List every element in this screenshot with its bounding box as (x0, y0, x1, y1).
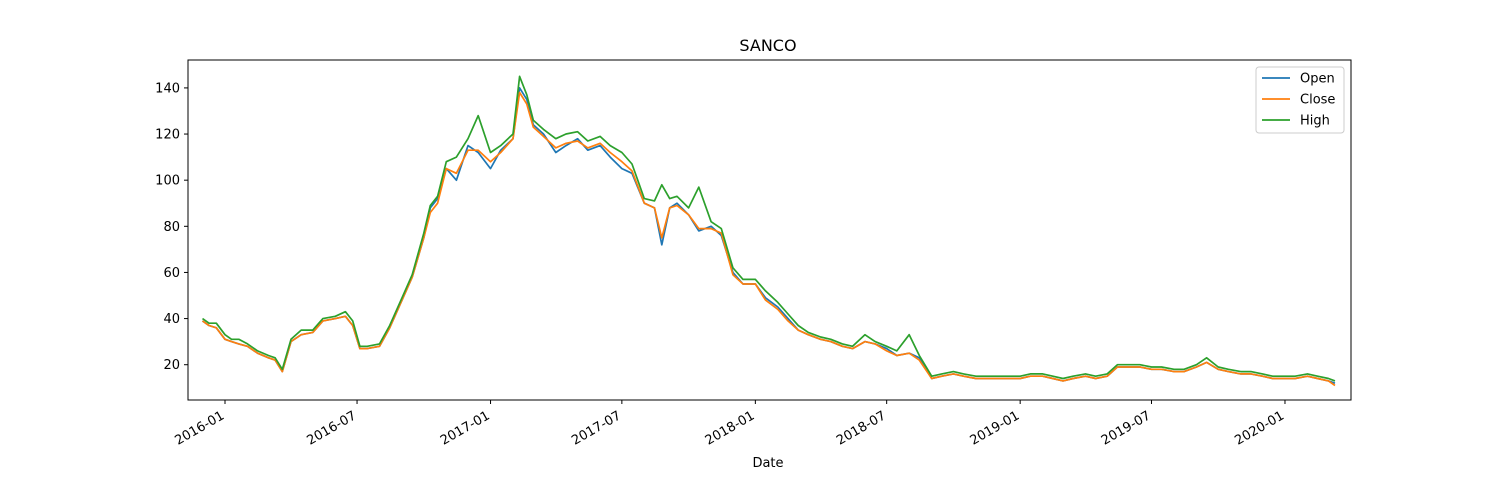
plot-area-frame (187, 59, 1352, 401)
legend-label-close: Close (1300, 93, 1335, 108)
y-tick-label: 20 (163, 358, 180, 373)
y-tick-label: 40 (163, 312, 180, 327)
x-tick-label: 2018-07 (834, 408, 889, 448)
x-tick-label: 2016-07 (304, 408, 359, 448)
y-axis: 20 40 60 80 100 120 140 (155, 81, 188, 373)
y-tick-label: 100 (155, 174, 180, 189)
x-tick-label: 2016-01 (172, 408, 227, 448)
legend-label-open: Open (1300, 72, 1335, 87)
x-tick-label: 2019-07 (1099, 408, 1154, 448)
x-axis: 2016-01 2016-07 2017-01 2017-07 2018-01 2018-… (172, 400, 1287, 449)
chart-title: SANCO (739, 36, 796, 55)
x-tick-label: 2019-01 (968, 408, 1023, 448)
legend-box (1255, 66, 1345, 134)
x-tick-label: 2020-01 (1232, 408, 1287, 448)
y-tick-label: 140 (155, 81, 180, 96)
series-line-open (202, 87, 1336, 385)
y-tick-label: 80 (163, 220, 180, 235)
series-line-high (202, 75, 1336, 382)
x-tick-label: 2017-01 (438, 408, 493, 448)
x-tick-label: 2017-07 (569, 408, 624, 448)
y-tick-label: 60 (163, 266, 180, 281)
series-line-close (202, 91, 1336, 387)
legend: Open Close High (1255, 66, 1345, 134)
x-tick-label: 2018-01 (703, 408, 758, 448)
x-axis-label: Date (752, 456, 783, 471)
series-lines (202, 75, 1336, 387)
y-tick-label: 120 (155, 128, 180, 143)
legend-label-high: High (1300, 114, 1330, 129)
